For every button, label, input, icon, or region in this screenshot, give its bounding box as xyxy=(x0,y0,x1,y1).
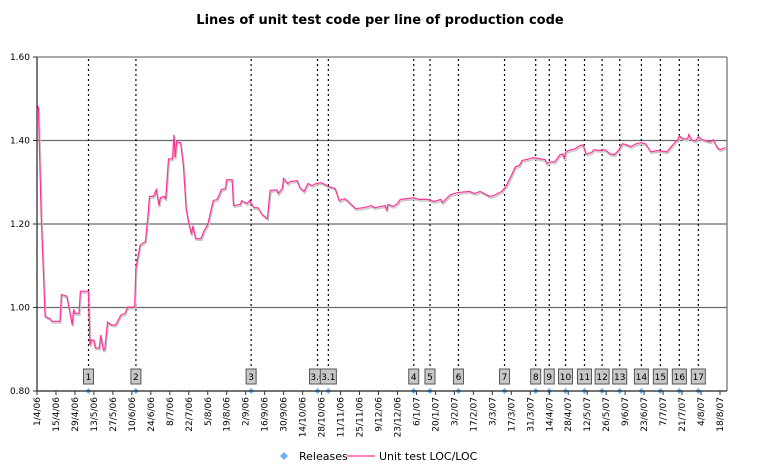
release-label-box xyxy=(543,368,555,385)
x-tick-label: 9/12/06 xyxy=(375,397,385,432)
release-label-box xyxy=(408,368,420,385)
release-label: 5 xyxy=(427,373,433,383)
y-tick-label: 1.60 xyxy=(10,53,30,63)
release-label: 3.0 xyxy=(310,373,325,383)
x-tick-label: 11/11/06 xyxy=(337,397,347,438)
x-tick-label: 30/9/06 xyxy=(280,397,290,432)
x-tick-label: 4/8/07 xyxy=(697,397,707,426)
release-label-box xyxy=(576,368,592,385)
x-tick-label: 28/10/06 xyxy=(318,397,328,438)
release-label: 15 xyxy=(655,373,666,383)
series-line-path xyxy=(36,105,726,352)
legend: Releases Unit test LOC/LOC xyxy=(280,450,478,463)
x-tick-label: 29/4/06 xyxy=(71,397,81,432)
release-label-box xyxy=(319,368,337,385)
release-label: 1 xyxy=(86,373,92,383)
gridlines xyxy=(37,139,727,309)
y-tick-label: 1.20 xyxy=(10,220,30,230)
release-label-box xyxy=(594,368,610,385)
x-tick-label: 27/5/06 xyxy=(109,397,119,432)
x-tick-label: 12/5/07 xyxy=(583,397,593,432)
release-label-box xyxy=(424,368,436,385)
release-label: 6 xyxy=(456,373,462,383)
x-tick-label: 5/8/06 xyxy=(204,397,214,426)
release-label: 16 xyxy=(674,373,686,383)
release-label-box xyxy=(612,368,628,385)
y-tick-label: 1.00 xyxy=(10,304,30,314)
release-label-box xyxy=(530,368,542,385)
release-label: 4 xyxy=(411,373,417,383)
x-tick-label: 13/5/06 xyxy=(90,397,100,432)
x-tick-label: 17/3/07 xyxy=(507,397,517,432)
release-label: 14 xyxy=(636,373,648,383)
x-tick-label: 14/10/06 xyxy=(299,397,309,438)
x-tick-label: 6/1/07 xyxy=(412,397,422,426)
x-tick-label: 8/7/06 xyxy=(166,397,176,426)
release-label: 10 xyxy=(560,373,572,383)
series-line-shadow xyxy=(37,106,727,353)
release-label-box xyxy=(558,368,574,385)
release-label: 11 xyxy=(579,373,590,383)
x-tick-label: 1/4/06 xyxy=(33,397,43,426)
x-tick-label: 23/6/07 xyxy=(640,397,650,432)
legend-line-label: Unit test LOC/LOC xyxy=(379,450,478,463)
release-label-box xyxy=(245,368,257,385)
x-tick-label: 31/3/07 xyxy=(526,397,536,432)
chart-title: Lines of unit test code per line of prod… xyxy=(196,13,564,28)
release-label-box xyxy=(452,368,464,385)
release-label-box xyxy=(130,368,142,385)
release-label: 13 xyxy=(614,373,625,383)
x-tick-label: 18/8/07 xyxy=(716,397,726,432)
release-markers: 1 2 3 3.03.1 4 5 6 7 8 9 10 11 12 13 14 15 16 17 xyxy=(82,59,706,394)
x-tick-label: 3/2/07 xyxy=(450,397,460,426)
x-tick-label: 16/9/06 xyxy=(261,397,271,432)
x-tick-label: 21/7/07 xyxy=(678,397,688,432)
release-label: 3.1 xyxy=(321,373,335,383)
release-label-box xyxy=(633,368,649,385)
x-tick-label: 9/6/07 xyxy=(621,397,631,426)
release-label: 2 xyxy=(133,373,139,383)
release-label: 8 xyxy=(533,373,539,383)
series-unit-test-loc xyxy=(36,105,727,353)
x-tick-label: 14/4/07 xyxy=(545,397,555,432)
x-tick-label: 28/4/07 xyxy=(564,397,574,432)
x-tick-label: 3/3/07 xyxy=(488,397,498,426)
y-tick-label: 0.80 xyxy=(10,387,30,397)
release-label-box xyxy=(690,368,706,385)
x-tick-label: 10/6/06 xyxy=(128,397,138,432)
release-label: 3 xyxy=(248,373,254,383)
x-tick-label: 20/1/07 xyxy=(431,397,441,432)
x-tick-label: 2/9/06 xyxy=(242,397,252,426)
legend-releases-label: Releases xyxy=(299,450,348,463)
release-label: 9 xyxy=(546,373,552,383)
release-label: 17 xyxy=(693,373,704,383)
release-label: 12 xyxy=(596,373,607,383)
x-tick-label: 19/8/06 xyxy=(223,397,233,432)
release-label: 7 xyxy=(502,373,508,383)
x-axis: 1/4/06 15/4/06 29/4/06 13/5/06 27/5/06 10/6/0… xyxy=(33,391,726,437)
x-tick-label: 23/12/06 xyxy=(393,397,403,438)
x-tick-label: 26/5/07 xyxy=(602,397,612,432)
x-tick-label: 22/7/06 xyxy=(185,397,195,432)
release-label-box xyxy=(652,368,668,385)
release-label-box xyxy=(82,368,94,385)
x-tick-label: 24/6/06 xyxy=(147,397,157,432)
y-axis: 0.80 1.00 1.20 1.40 1.60 xyxy=(10,53,37,397)
x-tick-label: 25/11/06 xyxy=(356,397,366,438)
legend-releases-marker xyxy=(280,452,288,460)
y-tick-label: 1.40 xyxy=(10,137,30,147)
x-tick-label: 15/4/06 xyxy=(52,397,62,432)
release-label-box xyxy=(499,368,511,385)
x-tick-label: 17/2/07 xyxy=(469,397,479,432)
release-label-box xyxy=(671,368,687,385)
x-tick-label: 7/7/07 xyxy=(659,397,669,426)
